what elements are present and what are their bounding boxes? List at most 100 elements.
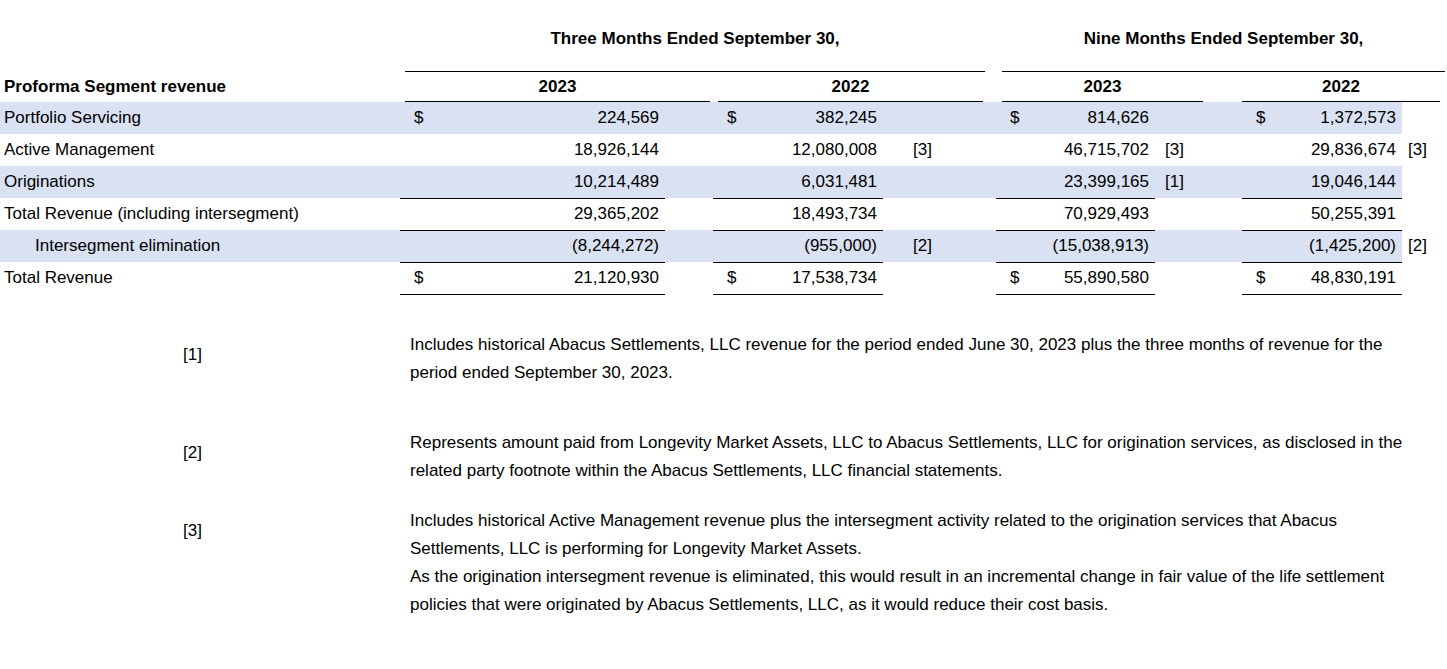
cell-value: 814,626 — [1088, 108, 1149, 128]
note-ref — [665, 262, 713, 294]
note-ref — [665, 166, 713, 198]
footnote-paragraph: Includes historical Abacus Settlements, … — [410, 331, 1410, 387]
note-ref — [665, 102, 713, 134]
table-row: Intersegment elimination (8,244,272) (95… — [0, 230, 1447, 262]
value-cell: 50,255,391 — [1242, 198, 1402, 230]
note-ref: [2] — [1402, 230, 1447, 262]
cell-value: 23,399,165 — [1064, 172, 1149, 192]
proforma-segment-revenue-table: Three Months Ended September 30, Nine Mo… — [0, 10, 1447, 295]
cell-value: 55,890,580 — [1064, 268, 1149, 288]
group-header-three-months: Three Months Ended September 30, — [400, 10, 996, 72]
value-cell: 70,929,493 — [996, 198, 1155, 230]
year-header-row: Proforma Segment revenue 2023 2022 2023 … — [0, 72, 1447, 102]
value-cell: $17,538,734 — [713, 262, 883, 294]
year-label: 2023 — [1002, 77, 1203, 102]
note-ref — [1402, 166, 1447, 198]
note-ref — [665, 198, 713, 230]
cell-value: (955,000) — [804, 236, 877, 256]
footnote-1: [1] Includes historical Abacus Settlemen… — [0, 331, 1447, 387]
cell-value: 12,080,008 — [792, 140, 877, 160]
note-ref — [883, 102, 996, 134]
cell-value: 21,120,930 — [574, 268, 659, 288]
cell-value: 6,031,481 — [801, 172, 877, 192]
currency-symbol: $ — [1256, 268, 1265, 288]
value-cell: $1,372,573 — [1242, 102, 1402, 134]
row-label: Originations — [0, 166, 400, 198]
note-ref — [1402, 102, 1447, 134]
value-cell: $55,890,580 — [996, 262, 1155, 294]
value-cell: $48,830,191 — [1242, 262, 1402, 294]
footnote-marker: [1] — [0, 331, 410, 387]
value-cell: $814,626 — [996, 102, 1155, 134]
cell-value: (15,038,913) — [1053, 236, 1149, 256]
cell-value: 46,715,702 — [1064, 140, 1149, 160]
footnote-marker: [3] — [0, 507, 410, 619]
note-ref: [3] — [1155, 134, 1242, 166]
table-row: Total Revenue $21,120,930 $17,538,734 $5… — [0, 262, 1447, 294]
footnote-paragraph: Represents amount paid from Longevity Ma… — [410, 429, 1410, 485]
note-ref — [1155, 198, 1242, 230]
currency-symbol: $ — [1010, 108, 1019, 128]
currency-symbol: $ — [414, 268, 423, 288]
cell-value: 19,046,144 — [1311, 172, 1396, 192]
value-cell: 23,399,165 — [996, 166, 1155, 198]
row-label: Total Revenue — [0, 262, 400, 294]
year-label: 2022 — [1242, 77, 1440, 102]
currency-symbol: $ — [414, 108, 423, 128]
currency-symbol: $ — [727, 268, 736, 288]
note-ref — [1155, 230, 1242, 262]
footnotes-section: [1] Includes historical Abacus Settlemen… — [0, 331, 1447, 619]
value-cell: $382,245 — [713, 102, 883, 134]
cell-value: 10,214,489 — [574, 172, 659, 192]
cell-value: 48,830,191 — [1311, 268, 1396, 288]
note-ref: [3] — [1402, 134, 1447, 166]
value-cell: 46,715,702 — [996, 134, 1155, 166]
note-ref — [883, 198, 996, 230]
footnote-marker: [2] — [0, 429, 410, 485]
note-ref: [3] — [883, 134, 996, 166]
row-label: Active Management — [0, 134, 400, 166]
currency-symbol: $ — [1256, 108, 1265, 128]
note-ref: [1] — [1155, 166, 1242, 198]
cell-value: 29,365,202 — [574, 204, 659, 224]
cell-value: 29,836,674 — [1311, 140, 1396, 160]
note-ref — [1402, 262, 1447, 294]
year-label: 2022 — [718, 77, 983, 102]
footnote-paragraph: Includes historical Active Management re… — [410, 507, 1410, 563]
footnote-2: [2] Represents amount paid from Longevit… — [0, 429, 1447, 485]
value-cell: 19,046,144 — [1242, 166, 1402, 198]
value-cell: 10,214,489 — [400, 166, 665, 198]
value-cell: (15,038,913) — [996, 230, 1155, 262]
cell-value: 224,569 — [598, 108, 659, 128]
note-ref — [665, 134, 713, 166]
group-header-label: Nine Months Ended September 30, — [1002, 29, 1445, 72]
group-header-nine-months: Nine Months Ended September 30, — [996, 10, 1447, 72]
footnote-text: Includes historical Active Management re… — [410, 507, 1410, 619]
year-label: 2023 — [405, 77, 710, 102]
spacer-cell — [0, 10, 400, 72]
value-cell: (1,425,200) — [1242, 230, 1402, 262]
currency-symbol: $ — [1010, 268, 1019, 288]
table-row: Total Revenue (including intersegment) 2… — [0, 198, 1447, 230]
year-header-cell: 2022 — [713, 72, 996, 102]
cell-value: 17,538,734 — [792, 268, 877, 288]
note-ref: [2] — [883, 230, 996, 262]
note-ref — [1155, 262, 1242, 294]
value-cell: $21,120,930 — [400, 262, 665, 294]
table-title: Proforma Segment revenue — [0, 72, 400, 102]
value-cell: 29,365,202 — [400, 198, 665, 230]
note-ref — [665, 230, 713, 262]
year-header-cell: 2022 — [1242, 72, 1447, 102]
cell-value: 18,926,144 — [574, 140, 659, 160]
group-header-row: Three Months Ended September 30, Nine Mo… — [0, 10, 1447, 72]
row-label: Total Revenue (including intersegment) — [0, 198, 400, 230]
year-header-cell: 2023 — [996, 72, 1242, 102]
cell-value: 1,372,573 — [1320, 108, 1396, 128]
note-ref — [1155, 102, 1242, 134]
value-cell: 29,836,674 — [1242, 134, 1402, 166]
cell-value: 382,245 — [816, 108, 877, 128]
table-row: Originations 10,214,489 6,031,481 23,399… — [0, 166, 1447, 198]
group-header-label: Three Months Ended September 30, — [405, 29, 985, 72]
currency-symbol: $ — [727, 108, 736, 128]
cell-value: (8,244,272) — [572, 236, 659, 256]
